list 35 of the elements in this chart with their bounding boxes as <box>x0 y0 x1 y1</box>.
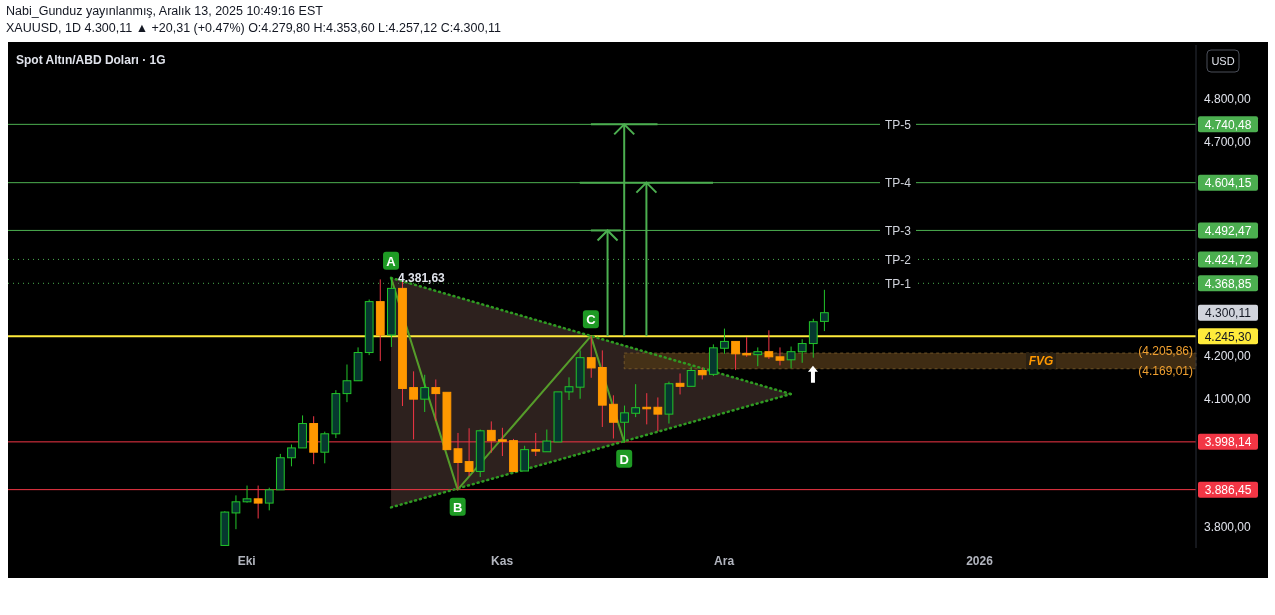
y-tick-label: 4.700,00 <box>1204 134 1252 149</box>
band-label: FVG <box>1028 354 1054 369</box>
x-tick-label: Eki <box>237 553 256 568</box>
annotation: D <box>619 451 629 467</box>
chart-subtitle: XAUUSD, 1D 4.300,11 ▲ +20,31 (+0.47%) O:4.279,80 H:4.353,60 L:4.257,12 C:4.300,11 <box>6 21 501 35</box>
annotation: B <box>452 499 463 515</box>
text: 4.424,72 <box>1204 252 1252 267</box>
annotation: (4.169,01) <box>1138 363 1193 378</box>
text: 4.300,11 <box>1205 306 1252 321</box>
text: 4.245,30 <box>1204 329 1252 344</box>
annotation: C <box>586 312 597 328</box>
y-tick-label: 4.800,00 <box>1204 92 1252 107</box>
y-axis-title: USD <box>1211 55 1235 67</box>
text: 4.740,48 <box>1204 117 1252 132</box>
annotation: (4.205,86) <box>1138 344 1193 359</box>
text: 4.492,47 <box>1204 223 1252 238</box>
ref-line-label: TP-1 <box>884 276 912 291</box>
y-tick-label: 3.800,00 <box>1204 519 1252 534</box>
text: Spot Altın/ABD Doları · 1G <box>16 53 166 67</box>
text: 4.604,15 <box>1204 176 1252 191</box>
text: Nabi_Gunduz yayınlanmış, Aralık 13, 2025 10:49:16 EST <box>6 4 323 18</box>
annotation: 4.381,63 <box>398 270 446 285</box>
x-tick-label: 2026 <box>966 553 994 568</box>
y-tick-label: 4.200,00 <box>1204 348 1252 363</box>
text: 3.998,14 <box>1204 435 1252 450</box>
x-tick-label: Ara <box>714 553 735 568</box>
ref-line-label: TP-2 <box>884 252 912 267</box>
y-tick-label: 4.100,00 <box>1204 391 1252 406</box>
annotation: A <box>386 253 397 269</box>
ref-line-label: TP-3 <box>884 223 912 238</box>
text: 4.368,85 <box>1204 276 1252 291</box>
ref-line-label: TP-4 <box>884 176 912 191</box>
text: 3.886,45 <box>1204 483 1252 498</box>
x-tick-label: Kas <box>491 553 514 568</box>
ref-line-label: TP-5 <box>884 117 912 132</box>
